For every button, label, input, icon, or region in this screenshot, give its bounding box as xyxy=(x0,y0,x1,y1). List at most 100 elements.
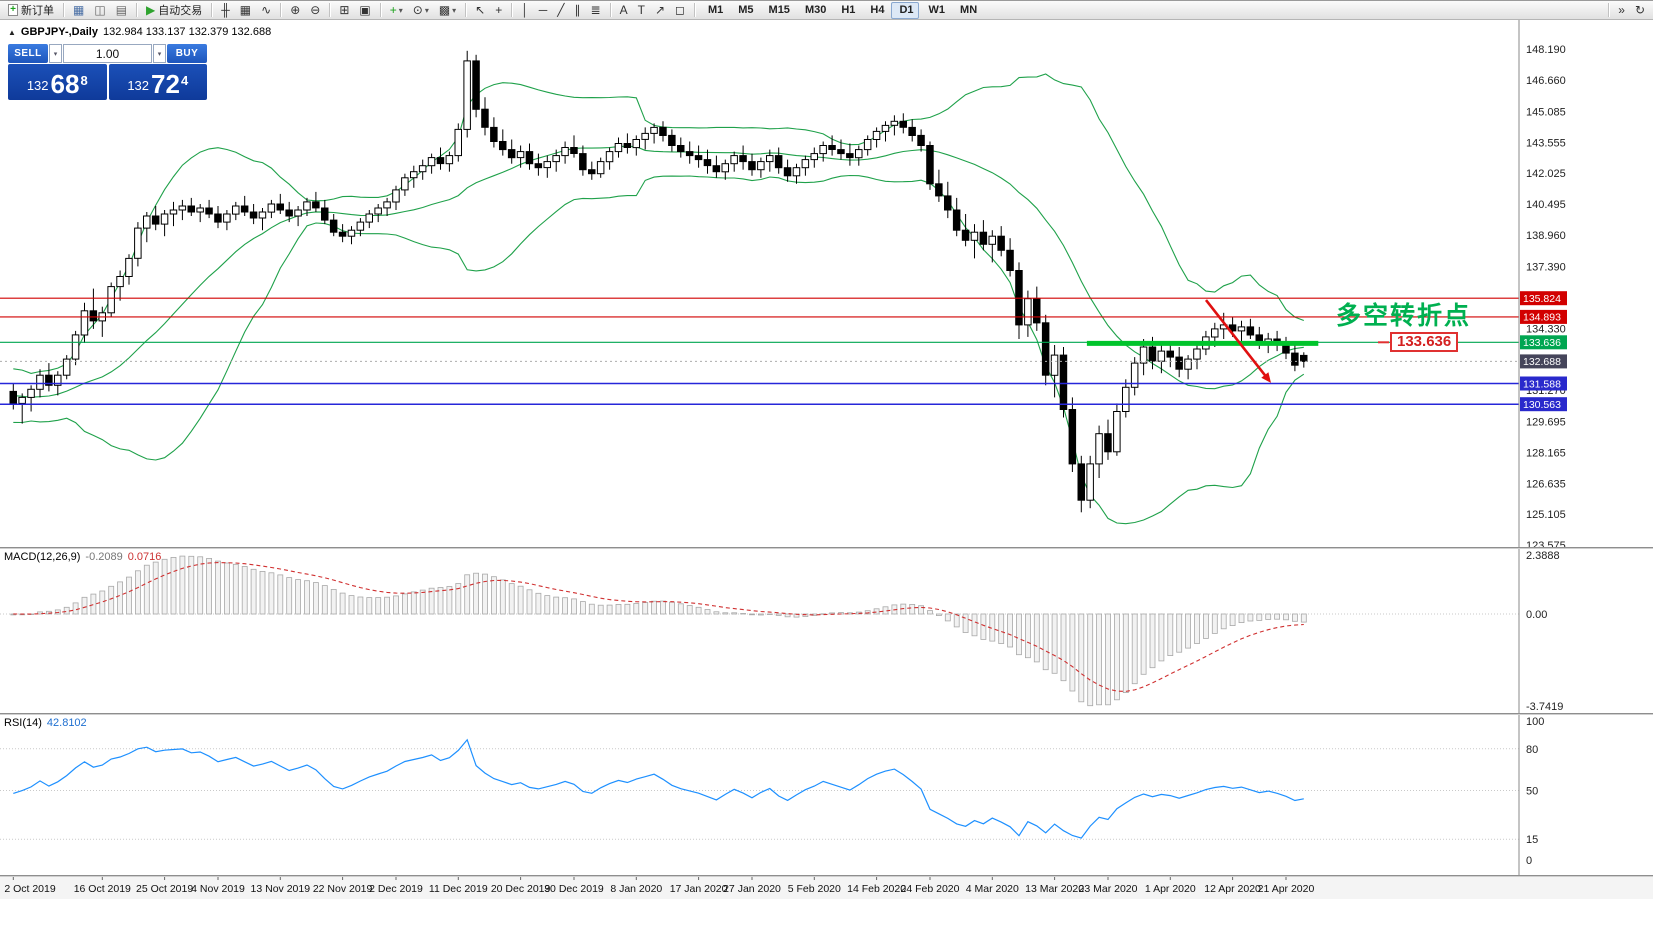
timeframe-m30-button-label: M30 xyxy=(804,4,827,16)
vertical-line-icon: │ xyxy=(521,2,529,17)
new-order-button[interactable]: + 新订单 xyxy=(4,2,58,19)
price-chart-panel[interactable]: 148.190 146.660 145.085 143.555 142.025 140.4… xyxy=(0,20,1653,547)
buy-button[interactable]: BUY xyxy=(167,44,207,63)
timeframe-mn-button[interactable]: MN xyxy=(952,2,982,19)
shapes-button[interactable]: ◻ xyxy=(671,2,689,19)
panel-separator[interactable] xyxy=(0,547,1653,549)
chart-region: 148.190 146.660 145.085 143.555 142.025 140.4… xyxy=(0,20,1653,899)
svg-text:17 Jan 2020: 17 Jan 2020 xyxy=(670,883,728,895)
caret-down-icon: ▾ xyxy=(157,50,162,58)
timeframe-m1-button[interactable]: M1 xyxy=(700,2,728,19)
horizontal-levels[interactable] xyxy=(0,297,1519,405)
text-button[interactable]: A xyxy=(616,2,632,19)
panel-separator[interactable] xyxy=(0,875,1653,877)
ohlc-values: 132.984 133.137 132.379 132.688 xyxy=(102,26,272,38)
terminal-button[interactable]: ▤ xyxy=(112,2,131,19)
svg-text:24 Feb 2020: 24 Feb 2020 xyxy=(901,883,960,895)
zoom-in-button[interactable]: ⊕ xyxy=(286,2,304,19)
sell-options-dropdown[interactable]: ▾ xyxy=(49,44,62,63)
indicators-button[interactable]: + ▾ xyxy=(386,2,407,19)
rsi-label: RSI(14) 42.8102 xyxy=(4,717,87,729)
candles-layer xyxy=(9,50,1308,513)
timeframe-h4-button[interactable]: H4 xyxy=(862,2,889,19)
sell-button[interactable]: SELL xyxy=(8,44,48,63)
lot-size-input[interactable] xyxy=(63,44,152,63)
timeframe-m15-button[interactable]: M15 xyxy=(761,2,795,19)
trendline-button[interactable]: ╱ xyxy=(553,2,568,19)
svg-text:146.660: 146.660 xyxy=(1526,75,1566,87)
svg-text:13 Nov 2019: 13 Nov 2019 xyxy=(251,883,311,895)
macd-histogram xyxy=(10,555,1307,707)
vertical-line-button[interactable]: │ xyxy=(517,2,533,19)
candlestick-chart-button[interactable]: ▦ xyxy=(236,2,255,19)
timeframe-m30-button[interactable]: M30 xyxy=(797,2,831,19)
caret-down-icon[interactable]: ▾ xyxy=(398,5,403,15)
svg-text:13 Mar 2020: 13 Mar 2020 xyxy=(1025,883,1084,895)
sell-price-display[interactable]: 132 68 8 xyxy=(8,64,107,100)
crosshair-button[interactable]: + xyxy=(491,2,506,19)
svg-text:129.695: 129.695 xyxy=(1526,417,1566,429)
text-label-button[interactable]: T xyxy=(634,2,649,19)
svg-text:134.893: 134.893 xyxy=(1523,312,1561,324)
symbol-period-label: GBPJPY-,Daily xyxy=(20,26,98,38)
cascade-windows-button[interactable]: ▣ xyxy=(355,2,374,19)
market-watch-button[interactable]: ▦ xyxy=(69,2,88,19)
toolbar-separator xyxy=(329,3,331,17)
bar-chart-button[interactable]: ╫ xyxy=(217,2,234,19)
buy-price-display[interactable]: 132 72 4 xyxy=(108,64,207,100)
auto-scroll-button[interactable]: » xyxy=(1614,2,1629,19)
autotrading-button[interactable]: ▶ 自动交易 xyxy=(142,2,206,19)
price-tag-label[interactable]: 133.636 xyxy=(1390,332,1459,352)
caret-down-icon[interactable]: ▾ xyxy=(452,5,457,15)
timeframe-m5-button[interactable]: M5 xyxy=(730,2,758,19)
timeframe-d1-button[interactable]: D1 xyxy=(891,1,919,19)
text-label-icon: T xyxy=(637,2,645,17)
zoom-out-button[interactable]: ⊖ xyxy=(306,2,324,19)
svg-text:126.635: 126.635 xyxy=(1526,478,1566,490)
toolbar-separator xyxy=(609,3,611,17)
line-chart-button[interactable]: ∿ xyxy=(257,2,275,19)
line-chart-icon: ∿ xyxy=(261,2,272,17)
svg-text:14 Feb 2020: 14 Feb 2020 xyxy=(847,883,906,895)
navigator-button[interactable]: ◫ xyxy=(90,2,109,19)
shapes-icon: ◻ xyxy=(675,2,685,17)
timeframe-w1-button[interactable]: W1 xyxy=(921,2,951,19)
autotrading-play-icon: ▶ xyxy=(146,2,156,17)
tile-windows-button[interactable]: ⊞ xyxy=(335,2,353,19)
rsi-axis: 100 80 50 15 0 xyxy=(1526,716,1544,867)
toolbar-separator xyxy=(465,3,467,17)
toolbar-separator xyxy=(280,3,282,17)
autotrading-button-label: 自动交易 xyxy=(158,5,203,17)
down-arrow[interactable] xyxy=(1204,299,1268,379)
macd-label: MACD(12,26,9) -0.2089 0.0716 xyxy=(4,551,161,563)
panel-separator[interactable] xyxy=(0,713,1653,715)
cursor-button[interactable]: ↖ xyxy=(471,2,489,19)
buy-price-pip: 4 xyxy=(180,73,189,88)
rsi-panel[interactable]: 100 80 50 15 0 RSI(14) 42.8102 xyxy=(0,715,1653,875)
time-axis[interactable]: 2 Oct 2019 16 Oct 2019 25 Oct 2019 4 Nov 20… xyxy=(0,877,1653,899)
svg-text:16 Oct 2019: 16 Oct 2019 xyxy=(74,883,131,895)
svg-text:-3.7419: -3.7419 xyxy=(1526,701,1563,713)
svg-text:100: 100 xyxy=(1526,716,1544,728)
templates-button[interactable]: ▩ ▾ xyxy=(435,2,460,19)
horizontal-line-button[interactable]: ─ xyxy=(535,2,552,19)
svg-text:0.00: 0.00 xyxy=(1526,609,1547,621)
macd-panel[interactable]: 2.3888 0.00 -3.7419 MACD(12,26,9) -0.2089 0.… xyxy=(0,549,1653,713)
arrows-button[interactable]: ↗ xyxy=(651,2,669,19)
buy-options-dropdown[interactable]: ▾ xyxy=(153,44,166,63)
caret-down-icon[interactable]: ▾ xyxy=(424,5,429,15)
channel-button[interactable]: ∥ xyxy=(571,2,585,19)
svg-text:11 Dec 2019: 11 Dec 2019 xyxy=(429,883,488,895)
svg-text:137.390: 137.390 xyxy=(1526,262,1566,274)
fibonacci-button[interactable]: ≣ xyxy=(587,2,605,19)
svg-text:133.636: 133.636 xyxy=(1523,337,1561,349)
periods-button[interactable]: ⊙ ▾ xyxy=(409,2,433,19)
timeframe-h1-button[interactable]: H1 xyxy=(833,2,860,19)
svg-text:15: 15 xyxy=(1526,834,1538,846)
chart-shift-button[interactable]: ↻ xyxy=(1631,2,1649,19)
svg-text:132.688: 132.688 xyxy=(1523,356,1561,368)
sell-price-prefix: 132 xyxy=(26,78,49,93)
new-order-icon: + xyxy=(8,4,18,16)
